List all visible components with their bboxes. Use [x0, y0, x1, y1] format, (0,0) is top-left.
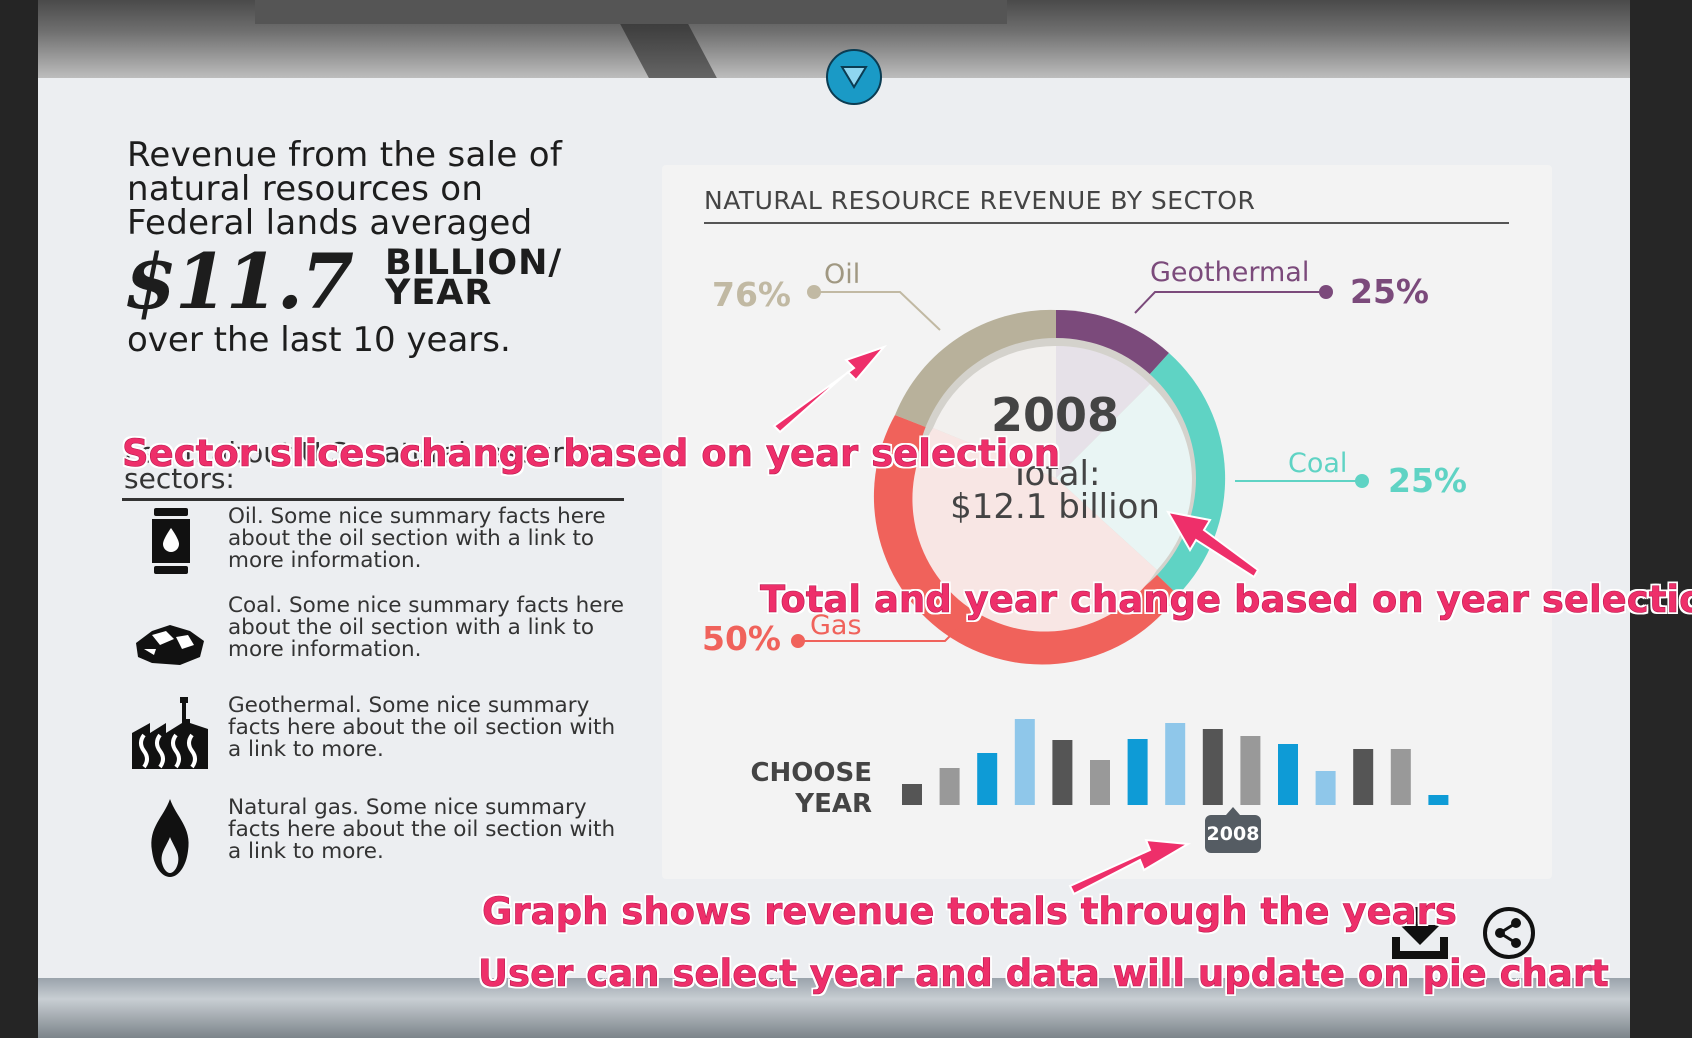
pie-inner-geothermal — [1056, 345, 1150, 478]
stat-value: $11.7 — [124, 237, 354, 326]
label-coal: Coal — [1288, 448, 1348, 479]
flame-icon — [151, 799, 189, 877]
selected-year-tooltip: 2008 — [1205, 807, 1261, 853]
pct-oil: 76% — [712, 275, 791, 314]
year-bar[interactable] — [1428, 795, 1449, 805]
pct-gas: 50% — [702, 619, 781, 658]
leader-gas — [791, 627, 959, 648]
pie-inner-gas — [912, 428, 1157, 632]
annotation-sector-slices: Sector slices change based on year selec… — [122, 432, 1061, 475]
year-bar[interactable] — [1052, 740, 1073, 805]
annotation-total-and-year: Total and year change based on year sele… — [760, 578, 1692, 621]
sectors-heading: Learn about U.S. natural resource sector… — [124, 436, 596, 495]
sector-text: Natural gas. Some nice summary facts her… — [228, 795, 616, 864]
sector-item-coal[interactable]: Coal. Some nice summary facts here about… — [130, 595, 650, 675]
sector-text: Coal. Some nice summary facts here about… — [228, 593, 625, 662]
download-button[interactable] — [1388, 905, 1452, 961]
intro-line: Revenue from the sale of — [127, 135, 563, 175]
year-bar[interactable] — [1240, 736, 1261, 805]
label-geothermal: Geothermal — [1150, 257, 1310, 288]
sector-item-oil[interactable]: Oil. Some nice summary facts here about … — [130, 506, 650, 586]
sector-text: Oil. Some nice summary facts here about … — [228, 504, 606, 573]
leader-coal — [1235, 474, 1369, 488]
coal-icon — [136, 625, 204, 665]
hero-caption-bar — [255, 0, 1007, 24]
year-bar[interactable] — [977, 753, 998, 805]
label-gas: Gas — [810, 610, 862, 641]
geothermal-icon — [132, 697, 208, 769]
stat-unit: BILLION/ — [385, 243, 563, 283]
pie-center-year: 2008 — [990, 388, 1120, 442]
intro-line: natural resources on — [127, 169, 484, 209]
share-icon — [1483, 907, 1535, 959]
year-bar[interactable] — [1315, 771, 1336, 805]
year-bar[interactable] — [1390, 749, 1411, 805]
chart-title: NATURAL RESOURCE REVENUE BY SECTOR — [704, 186, 1256, 215]
year-bar[interactable] — [1090, 760, 1110, 805]
choose-year-label: CHOOSE YEAR — [720, 758, 872, 820]
download-icon — [1392, 907, 1448, 959]
divider — [704, 222, 1509, 224]
leader-geothermal — [1134, 285, 1333, 314]
choose-year-line: CHOOSE — [750, 758, 872, 788]
pct-coal: 25% — [1388, 461, 1467, 500]
year-bar[interactable] — [1014, 719, 1035, 805]
annotation-user-select: User can select year and data will updat… — [478, 952, 1609, 995]
year-bar[interactable] — [1202, 729, 1223, 805]
pie-inner-coal — [1056, 384, 1192, 570]
year-bar-chart[interactable] — [902, 719, 1449, 805]
year-bar[interactable] — [902, 784, 922, 805]
intro-closing: over the last 10 years. — [127, 320, 511, 360]
pct-geothermal: 25% — [1350, 272, 1429, 311]
year-bar[interactable] — [1127, 739, 1148, 805]
stat-row: $11.7 BILLION/ YEAR — [124, 243, 647, 320]
scroll-down-button[interactable] — [826, 49, 882, 105]
divider — [122, 498, 624, 501]
choose-year-line: YEAR — [795, 789, 872, 819]
sector-item-geothermal[interactable]: Geothermal. Some nice summary facts here… — [130, 695, 650, 775]
hero-image-bottom — [38, 978, 1630, 1038]
year-bar[interactable] — [1353, 749, 1374, 805]
pie-inner-oil — [933, 345, 1056, 478]
triangle-down-icon — [840, 66, 868, 89]
pie-center-total-label: Total: — [1009, 454, 1101, 494]
annotation-graph-totals: Graph shows revenue totals through the y… — [482, 890, 1458, 933]
share-button[interactable] — [1482, 906, 1536, 960]
label-oil: Oil — [824, 259, 861, 290]
left-margin — [0, 0, 38, 1038]
intro-line: Federal lands averaged — [127, 203, 533, 243]
oil-barrel-icon — [152, 508, 190, 574]
year-bar[interactable] — [1165, 723, 1186, 805]
stat-unit: YEAR — [385, 273, 493, 313]
pie-center-total-value: $12.1 billion — [950, 487, 1160, 527]
intro-block: Revenue from the sale of natural resourc… — [124, 135, 647, 360]
sector-item-natural-gas[interactable]: Natural gas. Some nice summary facts her… — [130, 797, 650, 877]
year-bar[interactable] — [1278, 744, 1298, 805]
year-bar[interactable] — [939, 768, 960, 805]
leader-oil — [807, 285, 941, 331]
right-margin — [1630, 0, 1692, 1038]
sector-text: Geothermal. Some nice summary facts here… — [228, 693, 616, 762]
